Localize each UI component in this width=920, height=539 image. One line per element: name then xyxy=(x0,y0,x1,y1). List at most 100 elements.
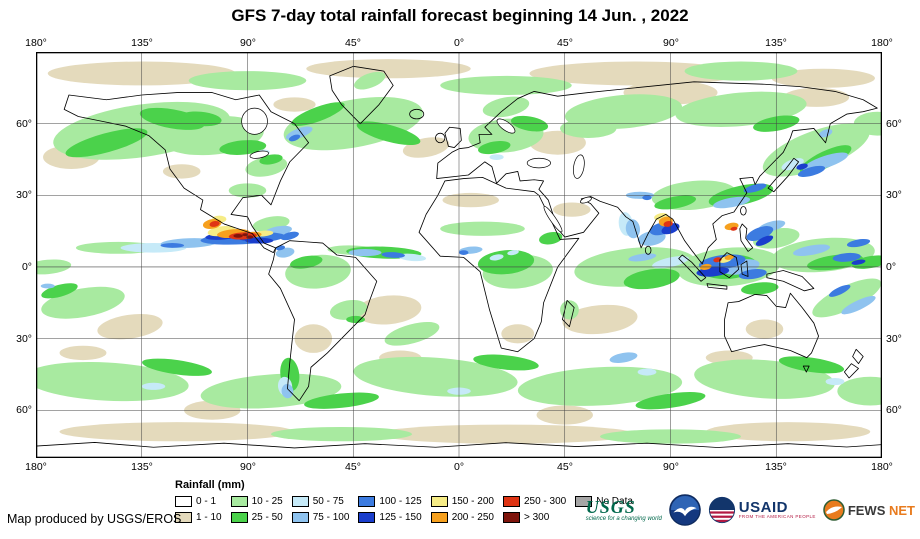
legend-label: > 300 xyxy=(523,512,550,523)
legend-swatch xyxy=(230,496,248,507)
new-zealand-north-coast xyxy=(852,348,864,365)
lon-label: 0° xyxy=(453,461,465,473)
sulawesi-coast xyxy=(740,260,749,277)
lon-label: 180° xyxy=(25,37,47,49)
red-sea xyxy=(543,205,563,233)
legend-label: 25 - 50 xyxy=(251,512,283,523)
persian-gulf xyxy=(579,196,592,204)
new-zealand-south-coast xyxy=(843,363,859,379)
usgs-tagline: science for a changing world xyxy=(585,516,662,522)
legend-swatch xyxy=(230,512,248,523)
legend-swatch xyxy=(291,512,309,523)
legend-swatch xyxy=(358,496,376,507)
lat-label: 0° xyxy=(886,261,897,273)
south-america-coast xyxy=(268,240,378,402)
fewsnet-globe-icon xyxy=(823,499,845,521)
legend-label: 75 - 100 xyxy=(312,512,350,523)
grid-lines xyxy=(36,52,882,458)
lat-label: 60° xyxy=(16,118,32,130)
north-america-coast xyxy=(63,92,310,254)
fewsnet-logo-text-fews: FEWS xyxy=(847,502,886,518)
longitude-axis-bottom: 180° 135° 90° 45° 0° 45° 90° 135° 180° xyxy=(0,461,920,474)
attribution-text: Map produced by USGS/EROS xyxy=(7,512,182,526)
legend-item: 0 - 1 xyxy=(175,495,222,508)
usaid-tagline: FROM THE AMERICAN PEOPLE xyxy=(738,514,816,520)
legend-item: > 300 xyxy=(502,511,566,524)
legend-item: No Data xyxy=(575,495,633,508)
usgs-logo: USGS science for a changing world xyxy=(586,498,662,522)
lat-label: 30° xyxy=(886,189,902,201)
lat-label: 0° xyxy=(21,261,32,273)
greenland-coast xyxy=(329,65,394,125)
java-coast xyxy=(706,283,728,290)
legend-item: 200 - 250 xyxy=(430,511,494,524)
longitude-axis-top: 180° 135° 90° 45° 0° 45° 90° 135° 180° xyxy=(0,37,920,50)
logo-row: USGS science for a changing world xyxy=(586,494,915,526)
lon-label: 45° xyxy=(345,37,361,49)
usaid-logo-text: USAID xyxy=(738,499,788,517)
madagascar-coast xyxy=(561,299,575,328)
iceland-coast xyxy=(409,108,425,120)
legend-swatch xyxy=(430,512,448,523)
legend-swatch xyxy=(502,496,520,507)
baltic-sea xyxy=(496,118,516,134)
philippines-coast xyxy=(739,223,754,252)
legend-swatch xyxy=(291,496,309,507)
lat-label: 60° xyxy=(886,404,902,416)
lat-label: 30° xyxy=(16,333,32,345)
legend-label: 10 - 25 xyxy=(251,496,283,507)
legend-swatch xyxy=(175,512,192,523)
tasmania-coast xyxy=(802,365,810,373)
caspian-sea xyxy=(573,154,585,179)
africa-coast xyxy=(418,176,580,353)
legend: Rainfall (mm) 0 - 1 1 - 10 10 - 25 xyxy=(175,479,633,524)
legend-label: 50 - 75 xyxy=(312,496,344,507)
lon-label: 135° xyxy=(131,461,153,473)
legend-grid: 0 - 1 1 - 10 10 - 25 25 - 50 xyxy=(175,495,633,524)
legend-item: 50 - 75 xyxy=(291,495,350,508)
legend-label: 150 - 200 xyxy=(451,496,494,507)
legend-swatch xyxy=(175,496,192,507)
legend-item: 250 - 300 xyxy=(502,495,567,508)
lon-label: 135° xyxy=(765,461,787,473)
sri-lanka-coast xyxy=(644,245,652,255)
britain-coast xyxy=(444,126,462,148)
lon-label: 180° xyxy=(871,37,893,49)
ireland-coast xyxy=(435,132,446,144)
legend-swatch xyxy=(358,512,376,523)
fewsnet-logo: FEWS NET xyxy=(823,499,915,521)
legend-item: 25 - 50 xyxy=(230,511,283,524)
lon-label: 90° xyxy=(240,461,256,473)
legend-item: 100 - 125 xyxy=(358,495,422,508)
borneo-coast xyxy=(719,252,740,279)
world-rainfall-map xyxy=(36,52,882,458)
legend-item: 125 - 150 xyxy=(358,511,422,524)
lat-label: 30° xyxy=(16,189,32,201)
lon-label: 90° xyxy=(663,461,679,473)
legend-label: 250 - 300 xyxy=(523,496,567,507)
rainfall-layer xyxy=(36,59,882,444)
australia-coast xyxy=(724,292,819,359)
legend-label: No Data xyxy=(596,496,633,507)
legend-item: 150 - 200 xyxy=(430,495,494,508)
lon-label: 45° xyxy=(557,37,573,49)
eurasia-coast xyxy=(436,81,878,265)
page-title: GFS 7-day total rainfall forecast beginn… xyxy=(231,6,689,25)
taiwan-coast xyxy=(740,206,747,216)
lon-label: 90° xyxy=(240,37,256,49)
usgs-logo-text: USGS xyxy=(585,497,636,517)
legend-label: 1 - 10 xyxy=(196,512,222,523)
hudson-bay xyxy=(241,107,268,135)
lon-label: 135° xyxy=(131,37,153,49)
map-border xyxy=(36,52,882,458)
great-lakes xyxy=(249,150,269,159)
black-sea xyxy=(526,157,552,169)
usaid-logo: USAID FROM THE AMERICAN PEOPLE xyxy=(708,496,816,524)
usaid-emblem-icon xyxy=(708,496,735,524)
new-guinea-coast xyxy=(766,270,815,292)
inland-waters xyxy=(241,107,592,233)
coastlines xyxy=(63,65,878,402)
lon-label: 90° xyxy=(663,37,679,49)
lon-label: 180° xyxy=(871,461,893,473)
